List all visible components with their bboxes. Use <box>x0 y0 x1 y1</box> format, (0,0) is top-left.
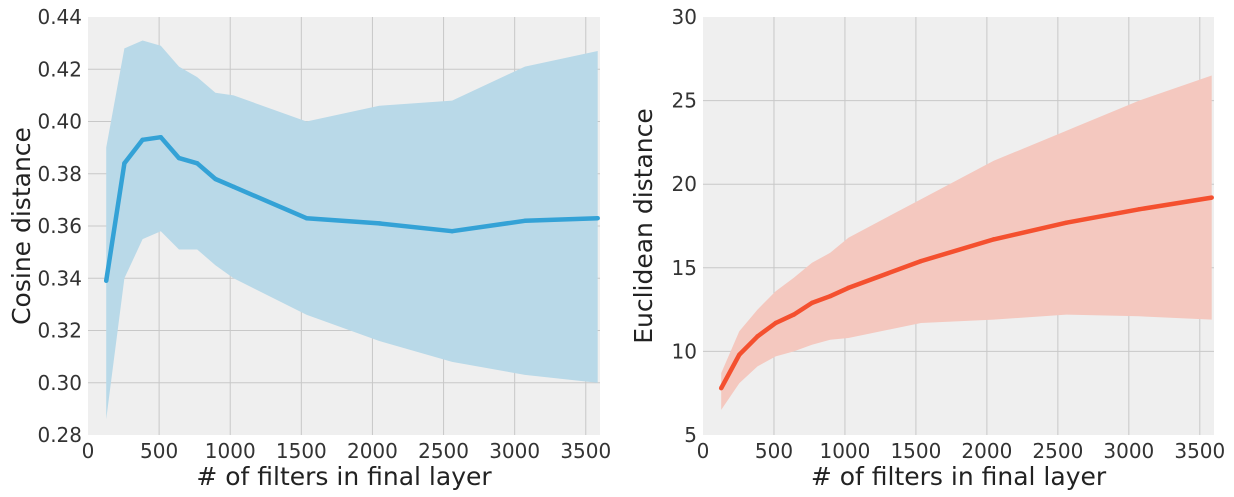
cosine-x-tick-label: 3500 <box>560 439 611 463</box>
cosine-x-tick-label: 1000 <box>205 439 256 463</box>
cosine-data-point <box>140 137 145 142</box>
euclidean-x-tick-label: 2500 <box>1032 439 1083 463</box>
euclidean-x-tick-label: 500 <box>755 439 793 463</box>
cosine-confidence-band <box>106 40 598 420</box>
cosine-data-point <box>522 218 528 223</box>
cosine-x-tick-label: 3000 <box>489 439 540 463</box>
euclidean-data-point <box>755 334 760 339</box>
euclidean-data-point <box>918 258 924 264</box>
euclidean-data-point <box>809 300 815 306</box>
euclidean-data-point <box>791 312 797 317</box>
cosine-x-tick-label: 2000 <box>347 439 398 463</box>
euclidean-data-point <box>1064 220 1069 225</box>
cosine-data-point <box>449 229 455 234</box>
euclidean-data-point <box>773 320 778 326</box>
euclidean-y-tick-label: 20 <box>672 172 697 196</box>
euclidean-y-tick-label: 5 <box>684 423 697 447</box>
cosine-x-tick-label: 2500 <box>418 439 469 463</box>
euclidean-x-tick-label: 1000 <box>819 439 870 463</box>
euclidean-x-tick-label: 1500 <box>890 439 941 463</box>
cosine-data-point <box>231 184 236 190</box>
cosine-x-axis-label: # of filters in final layer <box>196 462 492 491</box>
euclidean-x-tick-label: 3000 <box>1103 439 1154 463</box>
cosine-data-point <box>104 278 109 284</box>
cosine-x-tick-label: 1500 <box>276 439 327 463</box>
cosine-x-tick-label: 500 <box>140 439 178 463</box>
cosine-y-tick-label: 0.42 <box>37 57 82 81</box>
euclidean-y-axis-label: Euclidean distance <box>629 108 658 344</box>
cosine-y-axis-label: Cosine distance <box>7 127 36 325</box>
cosine-y-tick-label: 0.38 <box>37 162 82 186</box>
cosine-data-point <box>213 176 218 182</box>
euclidean-y-tick-label: 15 <box>672 256 697 280</box>
cosine-y-tick-label: 0.30 <box>37 371 82 395</box>
cosine-data-point <box>195 161 200 166</box>
cosine-data-point <box>304 215 309 221</box>
euclidean-data-point <box>718 385 724 391</box>
euclidean-data-point <box>827 294 833 299</box>
cosine-distance-chart: 0 500 1000 1500 2000 2500 3000 3500 0.28 0.30 0.32… <box>7 5 611 491</box>
euclidean-data-point <box>1209 195 1214 200</box>
cosine-y-tick-label: 0.36 <box>37 214 82 238</box>
euclidean-y-tick-label: 25 <box>672 89 697 113</box>
euclidean-data-point <box>846 285 851 291</box>
cosine-data-point <box>595 215 600 221</box>
euclidean-confidence-band <box>721 75 1212 410</box>
euclidean-data-point <box>991 237 996 242</box>
euclidean-x-tick-label: 0 <box>697 439 710 463</box>
cosine-x-tick-label: 0 <box>82 439 95 463</box>
cosine-data-point <box>158 134 164 140</box>
cosine-y-tick-label: 0.32 <box>37 319 82 343</box>
cosine-y-tick-label: 0.28 <box>37 423 82 447</box>
cosine-data-point <box>176 155 182 161</box>
euclidean-y-tick-label: 30 <box>672 5 697 29</box>
cosine-data-point <box>377 221 382 226</box>
euclidean-y-tick-label: 10 <box>672 339 697 363</box>
euclidean-x-tick-label: 2000 <box>961 439 1012 463</box>
euclidean-x-tick-label: 3500 <box>1174 439 1225 463</box>
euclidean-distance-chart: 0 500 1000 1500 2000 2500 3000 3500 5 10 15 20 25 30 #… <box>629 5 1225 491</box>
euclidean-data-point <box>737 352 742 357</box>
euclidean-data-point <box>1136 207 1142 212</box>
cosine-y-tick-label: 0.40 <box>37 110 82 134</box>
cosine-data-point <box>122 161 127 166</box>
euclidean-x-axis-label: # of filters in final layer <box>811 462 1107 491</box>
cosine-y-tick-label: 0.34 <box>37 266 82 290</box>
cosine-y-tick-label: 0.44 <box>37 5 82 29</box>
